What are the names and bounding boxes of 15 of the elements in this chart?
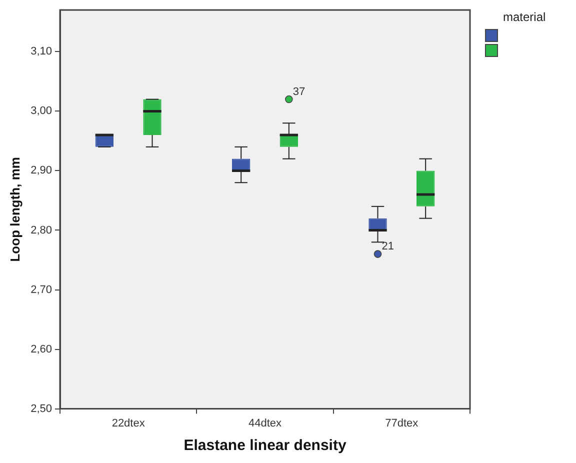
- x-tick-label: 44dtex: [248, 417, 282, 430]
- y-axis-title: Loop length, mm: [7, 157, 22, 262]
- y-tick-label: 2,70: [30, 284, 52, 296]
- y-tick-label: 3,00: [30, 105, 52, 118]
- legend-title: material: [503, 10, 546, 24]
- x-tick-label: 77dtex: [385, 417, 419, 430]
- annotation: 21: [382, 240, 394, 253]
- x-axis-title: Elastane linear density: [184, 437, 347, 454]
- annotation: 37: [292, 86, 306, 98]
- y-tick-label: 2,90: [30, 164, 52, 177]
- y-tick-label: 3,10: [30, 46, 52, 58]
- y-tick-label: 2,60: [30, 343, 52, 356]
- y-tick-label: 2,80: [30, 224, 52, 236]
- x-tick-label: 22dtex: [112, 417, 146, 430]
- y-tick-label: 2,50: [30, 402, 52, 415]
